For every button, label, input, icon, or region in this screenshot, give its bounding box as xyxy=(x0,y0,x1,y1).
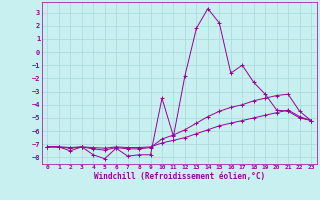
X-axis label: Windchill (Refroidissement éolien,°C): Windchill (Refroidissement éolien,°C) xyxy=(94,172,265,181)
